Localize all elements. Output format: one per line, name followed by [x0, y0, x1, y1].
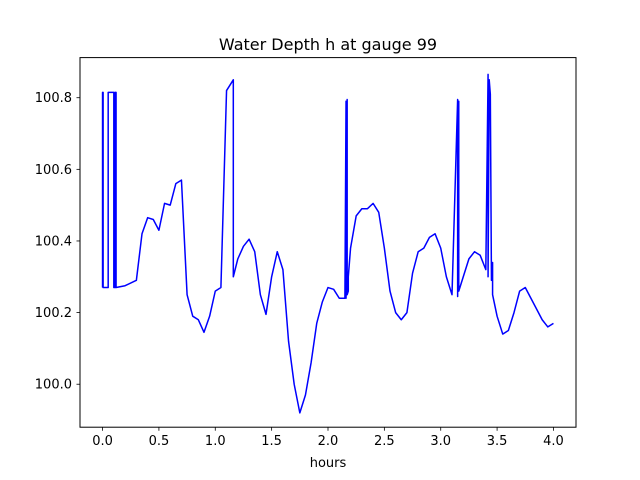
- plot-area: [80, 57, 576, 428]
- x-tick-label: 2.0: [318, 434, 339, 449]
- y-tick-label: 100.4: [35, 234, 72, 249]
- x-tick-label: 2.5: [374, 434, 395, 449]
- y-tick-label: 100.6: [35, 163, 72, 178]
- y-tick-label: 100.8: [35, 91, 72, 106]
- chart-title: Water Depth h at gauge 99: [219, 35, 437, 54]
- x-tick-label: 4.0: [543, 434, 564, 449]
- x-axis-label: hours: [310, 456, 347, 471]
- x-tick-label: 3.5: [487, 434, 508, 449]
- y-tick-label: 100.0: [35, 378, 72, 393]
- x-tick-label: 1.5: [261, 434, 282, 449]
- x-tick-label: 3.0: [430, 434, 451, 449]
- x-tick-label: 1.0: [205, 434, 226, 449]
- series-line-0: [101, 73, 554, 414]
- y-tick-label: 100.2: [35, 306, 72, 321]
- x-tick-label: 0.0: [92, 434, 113, 449]
- y-axis: 100.0 100.2 100.4 100.6 100.8: [35, 91, 80, 393]
- x-axis: 0.0 0.5 1.0 1.5 2.0 2.5 3.0 3.5 4.0: [92, 427, 564, 449]
- x-tick-label: 0.5: [149, 434, 170, 449]
- series-layer: [101, 73, 554, 414]
